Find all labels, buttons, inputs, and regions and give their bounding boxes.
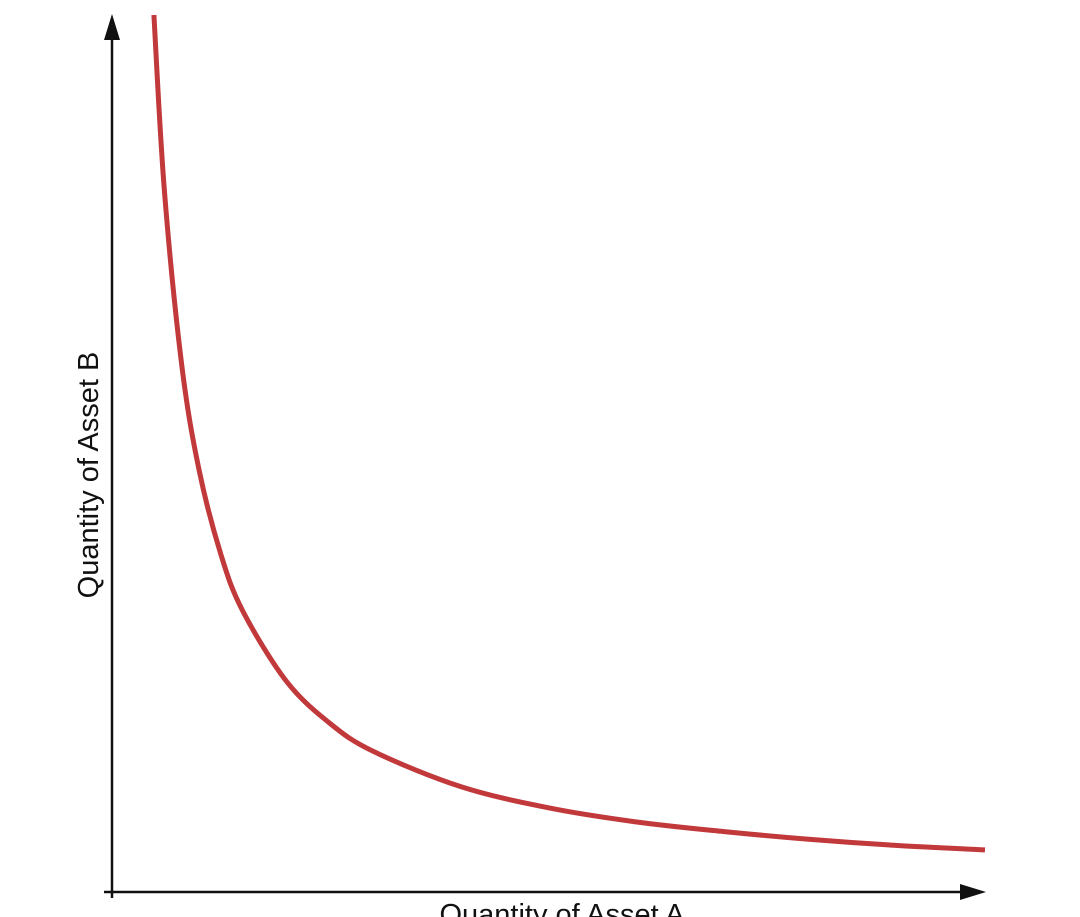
y-axis-arrow [104,14,120,40]
curve [151,14,986,853]
y-axis-label: Quantity of Asset B [73,352,105,599]
x-axis-arrow [960,884,986,900]
x-axis-label: Quantity of Asset A [439,899,685,917]
